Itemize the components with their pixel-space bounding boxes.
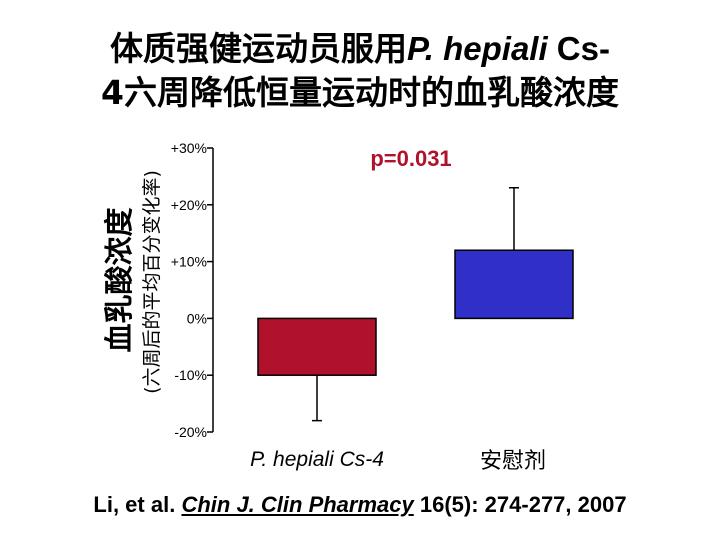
y-tick-label: +10% (171, 254, 207, 270)
x-category-label: 安慰剂 (480, 449, 546, 474)
title-strain: Cs- (547, 30, 610, 67)
title-line-1: 体质强健运动员服用P. hepiali Cs- (0, 28, 720, 70)
title-species: P. hepiali (407, 30, 548, 67)
y-axis-label: 血乳酸浓度 (102, 207, 136, 352)
x-category-label: P. hepiali Cs-4 (250, 448, 384, 471)
y-tick-label: +20% (171, 197, 207, 213)
title-line-2: 4六周降低恒量运动时的血乳酸浓度 (101, 73, 619, 112)
y-axis-sublabel: (六周后的平均百分变化率) (141, 170, 163, 394)
citation: Li, et al. Chin J. Clin Pharmacy 16(5): … (0, 492, 720, 518)
y-tick-label: +30% (171, 140, 207, 156)
bar (257, 317, 377, 376)
citation-authors: Li, et al. (93, 492, 176, 517)
y-tick-label: -20% (174, 424, 207, 440)
bar (454, 249, 574, 320)
p-value-annotation: p=0.031 (370, 146, 451, 171)
y-tick-label: 0% (187, 310, 207, 326)
title-cjk-part: 体质强健运动员服用 (110, 29, 408, 68)
y-tick-label: -10% (174, 367, 207, 383)
citation-details: 16(5): 274-277, 2007 (419, 492, 627, 517)
citation-journal: Chin J. Clin Pharmacy (181, 492, 414, 517)
